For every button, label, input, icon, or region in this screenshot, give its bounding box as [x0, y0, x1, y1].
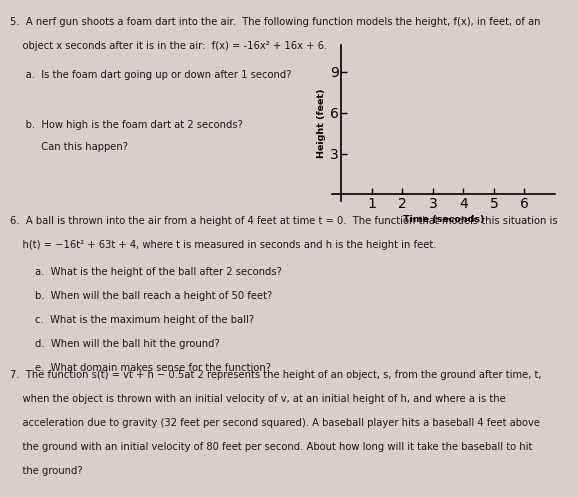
Text: a.  Is the foam dart going up or down after 1 second?: a. Is the foam dart going up or down aft…	[10, 70, 292, 80]
Text: 5.  A nerf gun shoots a foam dart into the air.  The following function models t: 5. A nerf gun shoots a foam dart into th…	[10, 17, 541, 27]
Text: the ground?: the ground?	[10, 466, 83, 476]
X-axis label: Time (seconds): Time (seconds)	[403, 215, 484, 225]
Text: a.  What is the height of the ball after 2 seconds?: a. What is the height of the ball after …	[10, 267, 282, 277]
Text: h(t) = −16t² + 63t + 4, where t is measured in seconds and h is the height in fe: h(t) = −16t² + 63t + 4, where t is measu…	[10, 240, 437, 250]
Text: e.  What domain makes sense for the function?: e. What domain makes sense for the funct…	[10, 363, 272, 373]
Text: d.  When will the ball hit the ground?: d. When will the ball hit the ground?	[10, 339, 220, 349]
Text: object x seconds after it is in the air:  f(x) = -16x² + 16x + 6.: object x seconds after it is in the air:…	[10, 41, 328, 51]
Text: the ground with an initial velocity of 80 feet per second. About how long will i: the ground with an initial velocity of 8…	[10, 442, 533, 452]
Text: acceleration due to gravity (32 feet per second squared). A baseball player hits: acceleration due to gravity (32 feet per…	[10, 418, 540, 428]
Text: when the object is thrown with an initial velocity of v, at an initial height of: when the object is thrown with an initia…	[10, 394, 506, 404]
Text: 7.  The function s(t) = vt + h − 0.5at 2 represents the height of an object, s, : 7. The function s(t) = vt + h − 0.5at 2 …	[10, 370, 542, 380]
Text: c.  What is the maximum height of the ball?: c. What is the maximum height of the bal…	[10, 315, 254, 325]
Text: 6.  A ball is thrown into the air from a height of 4 feet at time t = 0.  The fu: 6. A ball is thrown into the air from a …	[10, 216, 558, 226]
Text: Can this happen?: Can this happen?	[10, 142, 128, 152]
Y-axis label: Height (feet): Height (feet)	[317, 88, 325, 158]
Text: b.  How high is the foam dart at 2 seconds?: b. How high is the foam dart at 2 second…	[10, 120, 243, 130]
Text: b.  When will the ball reach a height of 50 feet?: b. When will the ball reach a height of …	[10, 291, 273, 301]
